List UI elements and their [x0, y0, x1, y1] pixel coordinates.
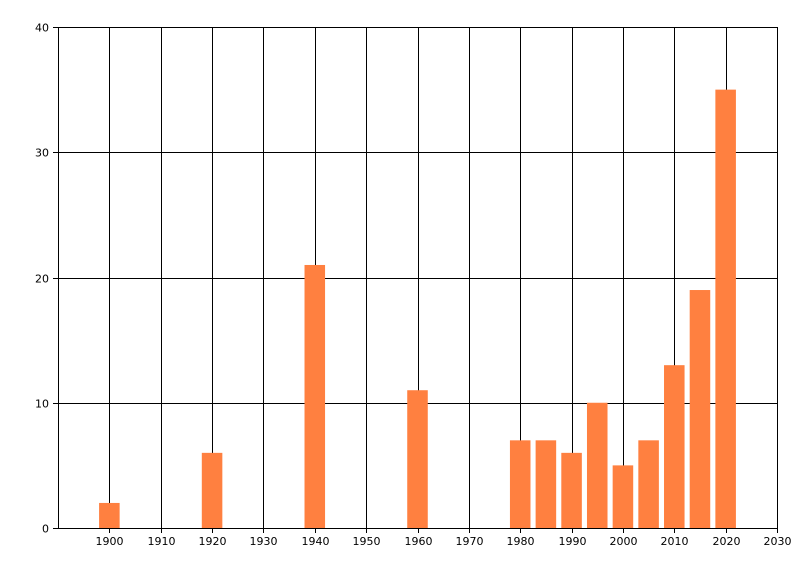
y-tick-label-10: 10: [35, 398, 49, 411]
bar-1960: [407, 390, 428, 528]
y-tick-label-20: 20: [35, 273, 49, 286]
bar-2000: [612, 465, 634, 528]
y-tick-label-40: 40: [35, 22, 49, 35]
x-tick-label-1960: 1960: [405, 535, 433, 548]
x-tick-label-1900: 1900: [96, 535, 124, 548]
bar-2005: [638, 440, 659, 528]
y-tick-label-30: 30: [35, 147, 49, 160]
x-tick-label-2020: 2020: [713, 535, 741, 548]
tick-labels: 1900 1910 1920 1930 1940 1950 1960 1970 1980 1990…: [35, 22, 792, 549]
x-tick-label-1910: 1910: [148, 535, 176, 548]
y-tick-label-0: 0: [42, 523, 49, 536]
x-tick-label-1940: 1940: [302, 535, 330, 548]
x-tick-label-1970: 1970: [456, 535, 484, 548]
x-tick-label-1980: 1980: [507, 535, 535, 548]
bars: [99, 89, 736, 528]
x-tick-label-1930: 1930: [250, 535, 278, 548]
bar-1995: [586, 402, 608, 528]
axes: [58, 27, 777, 529]
bar-1990: [561, 452, 582, 528]
x-tick-label-1990: 1990: [559, 535, 587, 548]
bar-2020: [715, 89, 736, 528]
bar-1940: [304, 264, 326, 528]
bar-1920: [201, 452, 223, 528]
bar-1985: [535, 440, 557, 528]
x-tick-label-2000: 2000: [610, 535, 638, 548]
bar-2010: [664, 365, 685, 528]
bar-1900: [99, 502, 120, 528]
bar-1980: [509, 440, 531, 528]
x-tick-label-1950: 1950: [353, 535, 381, 548]
x-tick-label-2010: 2010: [661, 535, 689, 548]
x-tick-label-1920: 1920: [199, 535, 227, 548]
x-tick-label-2030: 2030: [764, 535, 792, 548]
bar-2015: [689, 290, 711, 528]
